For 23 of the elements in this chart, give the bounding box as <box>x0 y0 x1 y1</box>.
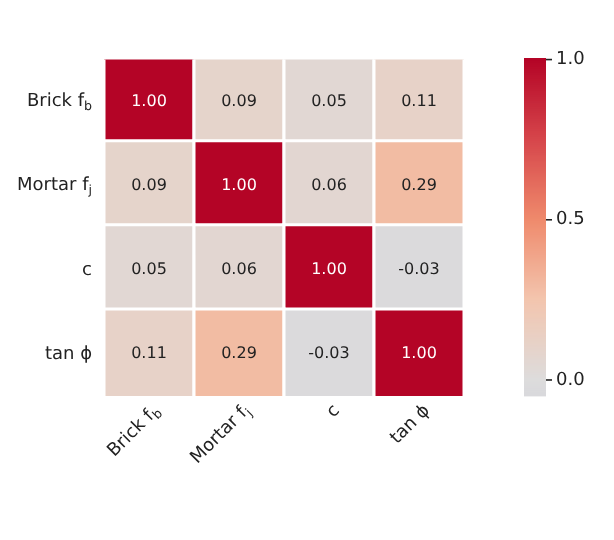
color-bar-label: 0.5 <box>556 210 585 231</box>
x-tick-label: c <box>323 401 345 423</box>
data-label: 0.29 <box>401 175 437 194</box>
data-label: 1.00 <box>311 259 347 278</box>
data-label: 0.29 <box>221 344 257 363</box>
data-label: 1.00 <box>221 175 257 194</box>
data-label: -0.03 <box>308 344 350 363</box>
y-tick-label: c <box>82 260 93 281</box>
data-label: 1.00 <box>401 344 437 363</box>
data-label: 0.05 <box>131 259 167 278</box>
data-label: 0.06 <box>221 259 257 278</box>
data-label: 0.05 <box>311 91 347 110</box>
data-label: 0.09 <box>221 91 257 110</box>
y-tick-label: tan ϕ <box>44 344 93 365</box>
data-label: 0.06 <box>311 175 347 194</box>
x-tick-label: tan ϕ <box>387 401 435 449</box>
data-label: -0.03 <box>398 259 440 278</box>
data-label: 0.11 <box>401 91 437 110</box>
color-bar-label: 1.0 <box>556 50 586 71</box>
data-label: 0.11 <box>131 344 167 363</box>
color-bar-label: 0.0 <box>556 370 586 391</box>
data-label: 1.00 <box>131 91 167 110</box>
data-label: 0.09 <box>131 175 167 194</box>
